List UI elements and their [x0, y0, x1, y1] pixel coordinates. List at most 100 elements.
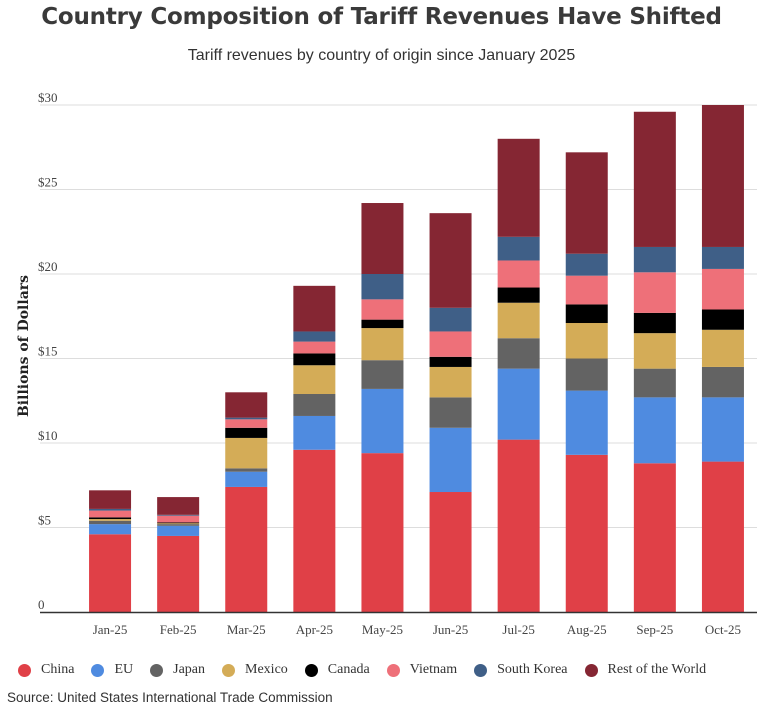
bar-segment: [633, 272, 676, 313]
bar-segment: [157, 522, 200, 524]
bar-segment: [497, 302, 540, 339]
bar-segment: [497, 287, 540, 303]
legend-item: Rest of the World: [584, 662, 706, 678]
bar-segment: [361, 328, 404, 361]
x-tick-label: Jul-25: [502, 622, 535, 637]
bar-segment: [293, 365, 336, 394]
bar-segment: [293, 285, 336, 332]
bar-segment: [701, 246, 744, 269]
bar-segment: [225, 471, 268, 487]
bar-segment: [497, 236, 540, 261]
bar-segment: [293, 449, 336, 612]
legend-swatch: [18, 663, 31, 677]
bar-segment: [565, 275, 608, 305]
bar-segment: [157, 525, 200, 536]
legend: China EU Japan Mexico Canada Vietnam South Kor…: [18, 662, 723, 678]
bar-segment: [633, 312, 676, 334]
legend-label: EU: [114, 662, 134, 677]
bar-segment: [497, 260, 540, 288]
bar-segment: [89, 519, 132, 521]
legend-swatch: [584, 663, 598, 677]
bar-segment: [225, 437, 268, 469]
bar-segment: [361, 453, 404, 612]
legend-label: Vietnam: [409, 662, 458, 677]
bar-segment: [429, 427, 472, 493]
x-tick-label: Aug-25: [567, 622, 607, 637]
legend-item: Canada: [304, 662, 370, 678]
bar-segment: [497, 138, 540, 237]
bar-segment: [293, 393, 336, 416]
bar-segment: [565, 358, 608, 391]
bar-segment: [293, 341, 336, 354]
bar-segment: [225, 392, 268, 418]
bar-segment: [89, 520, 132, 525]
x-tick-label: Jan-25: [93, 622, 128, 637]
legend-label: Canada: [327, 662, 370, 677]
bar-segment: [89, 490, 132, 509]
bar-segment: [633, 246, 676, 273]
x-tick-label: Feb-25: [160, 622, 197, 637]
y-tick-label: $30: [38, 90, 58, 105]
y-tick-label: 0: [38, 597, 45, 612]
x-tick-label: Mar-25: [227, 622, 266, 637]
y-tick-label: $20: [38, 259, 58, 274]
bar-segment: [565, 253, 608, 276]
bar-segment: [701, 309, 744, 330]
bar-segment: [429, 366, 472, 398]
x-tick-label: May-25: [362, 622, 403, 637]
legend-item: Japan: [150, 662, 205, 678]
y-tick-label: $10: [38, 428, 58, 443]
legend-swatch: [91, 663, 105, 677]
bar-segment: [565, 454, 608, 612]
bar-segment: [701, 329, 744, 367]
chart-title: Country Composition of Tariff Revenues H…: [41, 4, 722, 30]
bar-segment: [633, 397, 676, 464]
bar-segment: [701, 366, 744, 398]
bar-segment: [89, 508, 132, 511]
bar-segment: [361, 274, 404, 300]
bar-segment: [157, 523, 200, 525]
bar-segment: [361, 203, 404, 274]
legend-swatch: [222, 663, 236, 677]
bar-segment: [225, 427, 268, 438]
bar-segment: [361, 360, 404, 389]
bar-segment: [361, 299, 404, 320]
bar-segment: [89, 534, 132, 612]
bar-segment: [565, 390, 608, 455]
bar-segment: [633, 463, 676, 612]
bar-segment: [225, 486, 268, 612]
bar-segment: [701, 268, 744, 310]
bar-segment: [429, 213, 472, 308]
bar-segment: [429, 307, 472, 332]
legend-item: Vietnam: [386, 662, 458, 678]
bar-segment: [701, 397, 744, 462]
legend-label: Mexico: [245, 662, 288, 677]
bar-segment: [225, 419, 268, 428]
bar-segment: [89, 510, 132, 518]
bar-segment: [633, 111, 676, 247]
bar-segment: [361, 388, 404, 454]
source-note: Source: United States International Trad…: [7, 690, 333, 705]
x-tick-label: Jun-25: [433, 622, 468, 637]
bar-segment: [157, 497, 200, 515]
bar-segment: [89, 517, 132, 520]
legend-item: EU: [91, 662, 133, 678]
legend-item: South Korea: [474, 662, 568, 678]
bar-segment: [701, 105, 744, 247]
x-tick-label: Sep-25: [636, 622, 673, 637]
bar-segment: [361, 319, 404, 329]
bar-segment: [293, 353, 336, 366]
y-tick-label: $25: [38, 175, 58, 190]
stacked-bar-chart: 0 $5 $10 $15 $20 $25 $30 Jan-25 Feb-25 Mar-25 Apr-…: [38, 90, 757, 637]
chart-subtitle: Tariff revenues by country of origin sin…: [187, 47, 576, 64]
legend-label: South Korea: [497, 662, 568, 677]
y-tick-label: $5: [38, 513, 51, 528]
legend-swatch: [304, 663, 318, 677]
bar-segment: [89, 524, 132, 535]
bar-segment: [429, 331, 472, 357]
legend-item: China: [18, 662, 74, 678]
legend-swatch: [474, 663, 488, 677]
legend-label: China: [41, 662, 75, 677]
bar-segment: [429, 356, 472, 367]
bar-segment: [565, 152, 608, 254]
